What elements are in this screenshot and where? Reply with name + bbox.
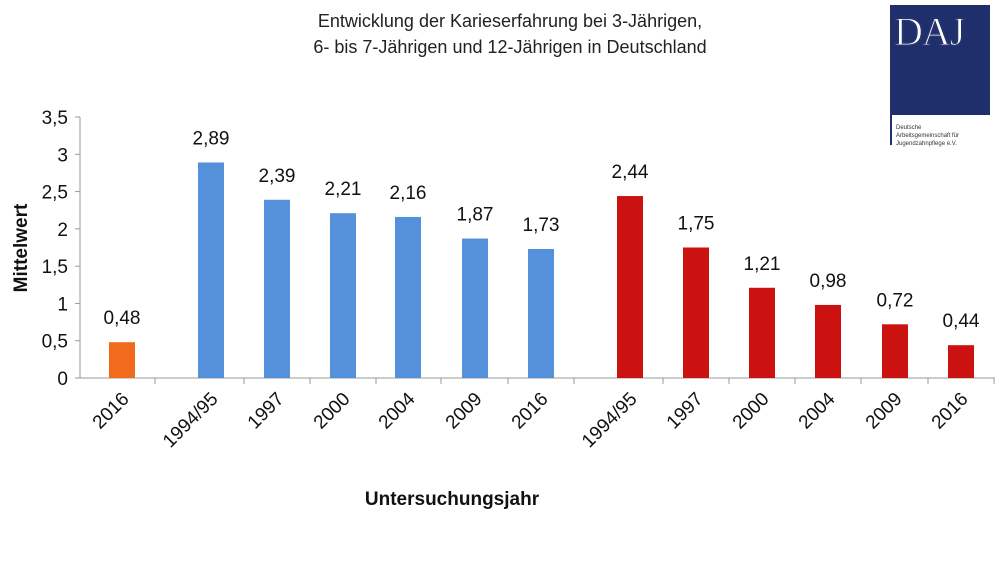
data-label: 0,72 xyxy=(877,290,914,311)
logo-pole xyxy=(890,115,892,145)
logo-subtitle-line: Arbeitsgemeinschaft für xyxy=(896,133,960,139)
y-tick-label: 1,5 xyxy=(42,257,68,278)
x-axis-label: Untersuchungsjahr xyxy=(365,489,540,510)
bar xyxy=(330,213,356,378)
x-tick-label: 2009 xyxy=(442,389,487,434)
x-tick-label: 2000 xyxy=(729,389,774,434)
logo-subtitle-line: Deutsche xyxy=(896,125,922,131)
bar xyxy=(683,247,709,378)
bar xyxy=(948,345,974,378)
logo-subtitle: Deutsche Arbeitsgemeinschaft für Jugendz… xyxy=(896,124,996,148)
x-tick-label: 2016 xyxy=(508,389,553,434)
y-tick-label: 0 xyxy=(57,369,68,390)
y-tick-label: 2 xyxy=(57,220,68,241)
y-tick-label: 2,5 xyxy=(42,183,68,204)
x-tick-label: 1997 xyxy=(663,389,708,434)
chart-title-line: 6- bis 7-Jährigen und 12-Jährigen in Deu… xyxy=(313,37,707,57)
bar xyxy=(109,342,135,378)
bar xyxy=(264,199,290,378)
data-label: 0,98 xyxy=(810,271,847,292)
x-tick-label: 2000 xyxy=(310,389,355,434)
x-tick-label: 2016 xyxy=(928,389,973,434)
data-label: 2,89 xyxy=(193,128,230,149)
data-label: 1,73 xyxy=(523,215,560,236)
y-axis-label: Mittelwert xyxy=(11,203,32,292)
data-label: 1,75 xyxy=(678,214,715,235)
daj-logo xyxy=(890,5,990,115)
data-label: 2,21 xyxy=(325,179,362,200)
y-tick-label: 0,5 xyxy=(42,332,68,353)
bar xyxy=(528,248,554,378)
y-tick-label: 1 xyxy=(57,294,68,315)
data-label: 2,44 xyxy=(612,162,649,183)
data-label: 2,39 xyxy=(259,166,296,187)
data-label: 0,44 xyxy=(943,311,980,332)
data-label: 0,48 xyxy=(104,308,141,329)
x-tick-label: 1997 xyxy=(244,389,289,434)
chart-title: Entwicklung der Karieserfahrung bei 3-Jä… xyxy=(180,8,840,60)
bar xyxy=(395,216,421,378)
bar xyxy=(749,287,775,378)
x-tick-label: 2009 xyxy=(862,389,907,434)
bar xyxy=(462,238,488,378)
bar xyxy=(198,162,224,378)
x-tick-label: 2004 xyxy=(375,388,420,433)
data-label: 2,16 xyxy=(390,183,427,204)
logo-text: DAJ xyxy=(893,9,965,55)
bar xyxy=(815,304,841,378)
chart-title-line: Entwicklung der Karieserfahrung bei 3-Jä… xyxy=(317,11,703,31)
y-tick-label: 3 xyxy=(57,145,68,166)
data-label: 1,21 xyxy=(744,254,781,275)
logo-subtitle-line: Jugendzahnpflege e.V. xyxy=(896,141,957,147)
bar xyxy=(617,196,643,378)
y-tick-label: 3,5 xyxy=(42,108,68,129)
x-tick-label: 1994/95 xyxy=(159,389,222,452)
bar xyxy=(882,324,908,378)
data-label: 1,87 xyxy=(457,205,494,226)
x-tick-label: 2004 xyxy=(795,388,840,433)
x-tick-label: 1994/95 xyxy=(578,389,641,452)
x-tick-label: 2016 xyxy=(89,389,134,434)
